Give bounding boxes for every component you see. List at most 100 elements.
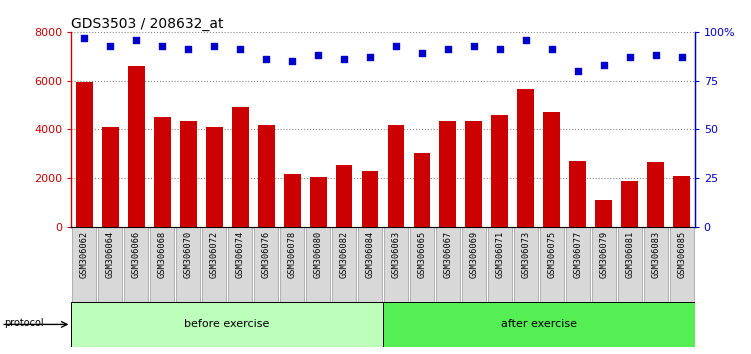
Text: GSM306074: GSM306074 (236, 231, 245, 278)
Text: GSM306067: GSM306067 (443, 231, 452, 278)
FancyBboxPatch shape (228, 227, 252, 302)
Text: GSM306073: GSM306073 (521, 231, 530, 278)
Bar (71, 302, 383, 347)
Point (650, 52, 662, 58)
FancyBboxPatch shape (202, 227, 226, 302)
FancyBboxPatch shape (306, 227, 330, 302)
Bar (569, 161, 587, 227)
Bar (284, 175, 300, 227)
Point (416, 51, 428, 56)
Text: GDS3503 / 208632_at: GDS3503 / 208632_at (71, 17, 224, 31)
Text: GSM306076: GSM306076 (261, 231, 270, 278)
Point (442, 47, 454, 52)
FancyBboxPatch shape (358, 227, 382, 302)
Bar (383, 302, 695, 347)
Bar (647, 162, 664, 227)
FancyBboxPatch shape (566, 227, 590, 302)
FancyBboxPatch shape (384, 227, 408, 302)
Point (468, 43, 480, 48)
Bar (76, 82, 93, 227)
Text: GSM306083: GSM306083 (651, 231, 660, 278)
Bar (544, 112, 560, 227)
Bar (491, 115, 508, 227)
FancyBboxPatch shape (462, 227, 486, 302)
Bar (154, 117, 170, 227)
Text: GSM306072: GSM306072 (210, 231, 219, 278)
Bar (621, 181, 638, 227)
Text: GSM306064: GSM306064 (106, 231, 115, 278)
Point (104, 43, 116, 48)
FancyBboxPatch shape (436, 227, 460, 302)
Bar (414, 153, 430, 227)
Bar (258, 125, 275, 227)
FancyBboxPatch shape (98, 227, 122, 302)
Bar (439, 121, 457, 227)
FancyBboxPatch shape (280, 227, 304, 302)
Text: GSM306085: GSM306085 (677, 231, 686, 278)
Bar (517, 89, 534, 227)
Text: GSM306071: GSM306071 (496, 231, 505, 278)
Point (286, 58, 298, 64)
Point (364, 55, 376, 60)
Point (312, 52, 324, 58)
Text: protocol: protocol (4, 318, 44, 328)
Point (338, 56, 350, 62)
Text: GSM306065: GSM306065 (418, 231, 427, 278)
Point (520, 37, 532, 42)
Point (494, 47, 506, 52)
FancyBboxPatch shape (488, 227, 512, 302)
Text: GSM306078: GSM306078 (288, 231, 297, 278)
Point (598, 62, 610, 68)
Bar (128, 66, 145, 227)
Point (260, 56, 272, 62)
Point (208, 43, 220, 48)
Bar (102, 127, 119, 227)
Bar (336, 165, 352, 227)
Point (572, 68, 584, 74)
Point (390, 43, 402, 48)
Bar (309, 177, 327, 227)
Text: GSM306084: GSM306084 (366, 231, 375, 278)
FancyBboxPatch shape (254, 227, 278, 302)
Text: GSM306075: GSM306075 (547, 231, 556, 278)
Point (182, 47, 195, 52)
Point (78, 35, 90, 41)
Text: GSM306081: GSM306081 (626, 231, 635, 278)
Bar (179, 121, 197, 227)
Point (546, 47, 558, 52)
Text: before exercise: before exercise (185, 319, 270, 330)
Bar (466, 121, 482, 227)
Text: GSM306082: GSM306082 (339, 231, 348, 278)
Text: GSM306079: GSM306079 (599, 231, 608, 278)
Text: GSM306062: GSM306062 (80, 231, 89, 278)
FancyBboxPatch shape (410, 227, 434, 302)
FancyBboxPatch shape (514, 227, 538, 302)
FancyBboxPatch shape (540, 227, 564, 302)
FancyBboxPatch shape (125, 227, 148, 302)
Point (624, 55, 636, 60)
Text: GSM306066: GSM306066 (131, 231, 140, 278)
Text: GSM306068: GSM306068 (158, 231, 167, 278)
FancyBboxPatch shape (150, 227, 174, 302)
FancyBboxPatch shape (644, 227, 668, 302)
Text: GSM306063: GSM306063 (391, 231, 400, 278)
Point (676, 55, 688, 60)
Point (130, 37, 142, 42)
Text: GSM306069: GSM306069 (469, 231, 478, 278)
Bar (388, 125, 405, 227)
FancyBboxPatch shape (592, 227, 616, 302)
Bar (206, 127, 222, 227)
FancyBboxPatch shape (332, 227, 356, 302)
Bar (232, 107, 249, 227)
Point (156, 43, 168, 48)
FancyBboxPatch shape (618, 227, 641, 302)
Text: GSM306077: GSM306077 (573, 231, 582, 278)
FancyBboxPatch shape (72, 227, 96, 302)
Bar (673, 176, 690, 227)
Text: GSM306070: GSM306070 (184, 231, 193, 278)
FancyBboxPatch shape (176, 227, 201, 302)
Bar (361, 171, 379, 227)
FancyBboxPatch shape (670, 227, 694, 302)
Text: after exercise: after exercise (501, 319, 577, 330)
Text: GSM306080: GSM306080 (314, 231, 323, 278)
